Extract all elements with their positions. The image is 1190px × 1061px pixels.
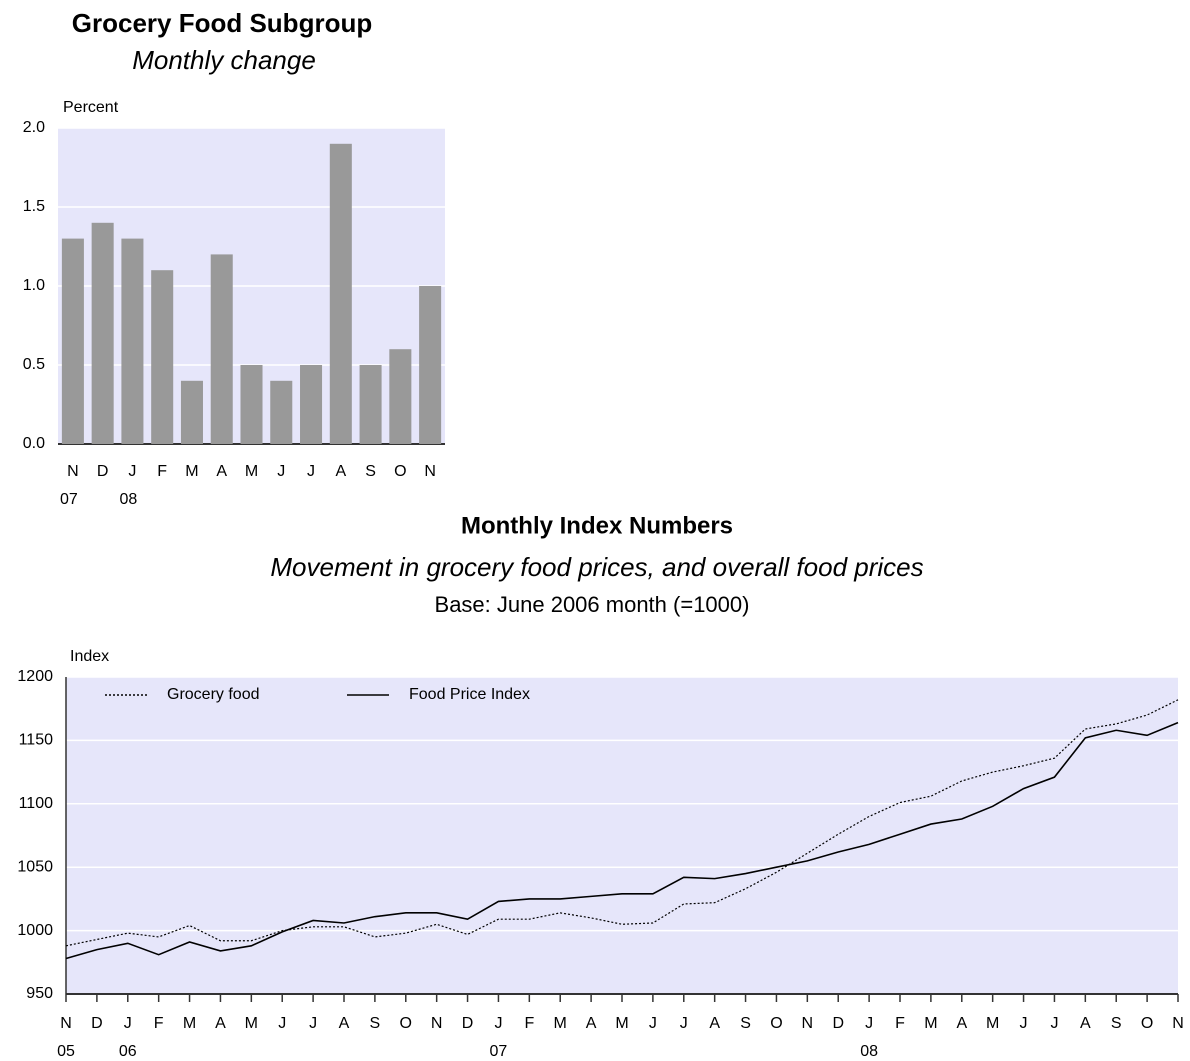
legend-label: Food Price Index — [409, 686, 530, 703]
bar — [389, 349, 412, 444]
x-tick-label: F — [895, 1015, 905, 1032]
bar — [270, 380, 293, 444]
x-tick-label: S — [740, 1015, 751, 1032]
x-tick-label: A — [956, 1015, 967, 1032]
x-tick-label: D — [832, 1015, 844, 1032]
plot-area — [66, 677, 1178, 994]
x-tick-label: N — [802, 1015, 814, 1032]
bar — [61, 238, 84, 444]
x-tick-label: M — [245, 1015, 258, 1032]
x-tick-label: N — [60, 1015, 72, 1032]
x-tick-label: J — [649, 1015, 657, 1032]
axis-label: Percent — [63, 99, 119, 116]
x-tick-label: S — [1111, 1015, 1122, 1032]
x-tick-label: J — [1050, 1015, 1058, 1032]
legend-label: Grocery food — [167, 686, 259, 703]
bar — [180, 380, 203, 444]
x-tick-label: A — [709, 1015, 720, 1032]
x-tick-label: O — [1141, 1015, 1153, 1032]
x-year-label: 08 — [860, 1043, 878, 1060]
x-tick-label: M — [183, 1015, 196, 1032]
y-tick-label: 1.0 — [23, 277, 45, 294]
bar — [329, 143, 352, 445]
x-tick-label: A — [1080, 1015, 1091, 1032]
x-tick-label: D — [462, 1015, 474, 1032]
x-tick-label: J — [128, 463, 136, 480]
x-year-label: 05 — [57, 1043, 75, 1060]
y-tick-label: 1150 — [19, 732, 54, 749]
bar — [151, 270, 174, 444]
x-tick-label: S — [370, 1015, 381, 1032]
x-tick-label: N — [431, 1015, 443, 1032]
x-tick-label: M — [615, 1015, 628, 1032]
x-tick-label: N — [424, 463, 436, 480]
axis-label: Index — [70, 648, 109, 665]
x-tick-label: M — [554, 1015, 567, 1032]
x-tick-label: J — [680, 1015, 688, 1032]
x-year-label: 07 — [490, 1043, 508, 1060]
x-tick-label: O — [400, 1015, 412, 1032]
x-tick-label: F — [154, 1015, 164, 1032]
x-tick-label: D — [97, 463, 109, 480]
bar — [419, 286, 442, 444]
bar — [300, 365, 323, 444]
x-tick-label: N — [67, 463, 79, 480]
x-tick-label: J — [865, 1015, 873, 1032]
x-tick-label: N — [1172, 1015, 1184, 1032]
x-tick-label: M — [185, 463, 198, 480]
x-tick-label: J — [277, 463, 285, 480]
chart-subtitle: Monthly change — [132, 45, 316, 75]
x-tick-label: A — [335, 463, 346, 480]
x-tick-label: F — [157, 463, 167, 480]
chart-note: Base: June 2006 month (=1000) — [435, 592, 750, 617]
x-tick-label: O — [770, 1015, 782, 1032]
y-tick-label: 0.0 — [23, 435, 45, 452]
y-tick-label: 1.5 — [23, 198, 45, 215]
x-tick-label: A — [216, 463, 227, 480]
line-series — [65, 721, 1179, 960]
x-tick-label: J — [494, 1015, 502, 1032]
x-tick-label: A — [586, 1015, 597, 1032]
chart-title: Monthly Index Numbers — [461, 512, 733, 539]
x-tick-label: J — [307, 463, 315, 480]
y-tick-label: 2.0 — [23, 119, 45, 136]
x-tick-label: A — [215, 1015, 226, 1032]
x-year-label: 08 — [120, 491, 138, 508]
x-tick-label: D — [91, 1015, 103, 1032]
x-tick-label: A — [339, 1015, 350, 1032]
bar — [121, 238, 144, 444]
x-year-label: 07 — [60, 491, 78, 508]
x-year-label: 06 — [119, 1043, 137, 1060]
bar — [210, 254, 233, 444]
x-tick-label: F — [524, 1015, 534, 1032]
y-tick-label: 1050 — [17, 858, 53, 875]
y-tick-label: 1200 — [17, 668, 53, 685]
line-series — [65, 699, 1179, 947]
y-tick-label: 950 — [26, 985, 53, 1002]
y-tick-label: 0.5 — [23, 356, 45, 373]
chart-title: Grocery Food Subgroup — [72, 8, 372, 38]
y-tick-label: 1100 — [19, 795, 54, 812]
x-tick-label: M — [245, 463, 258, 480]
x-tick-label: M — [924, 1015, 937, 1032]
y-tick-label: 1000 — [17, 922, 53, 939]
x-tick-label: M — [986, 1015, 999, 1032]
x-tick-label: O — [394, 463, 406, 480]
x-tick-label: J — [124, 1015, 132, 1032]
bar — [240, 365, 263, 444]
x-tick-label: J — [1020, 1015, 1028, 1032]
x-tick-label: J — [309, 1015, 317, 1032]
bar — [91, 222, 114, 444]
x-tick-label: J — [278, 1015, 286, 1032]
chart-subtitle: Movement in grocery food prices, and ove… — [270, 552, 923, 582]
bar — [359, 365, 382, 444]
x-tick-label: S — [365, 463, 376, 480]
